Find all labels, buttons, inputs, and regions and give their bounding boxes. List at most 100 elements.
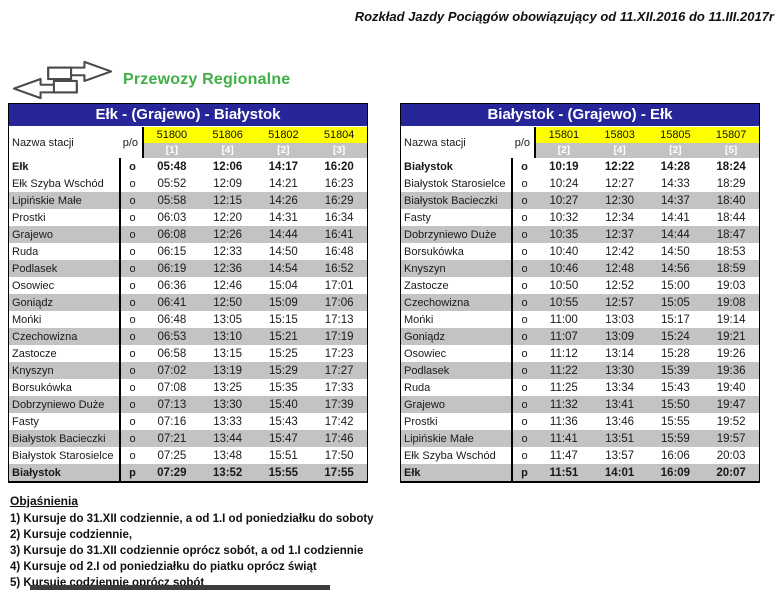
table-body: Ełk o 05:48 12:06 14:17 16:20 Ełk Szyba Wschód… <box>9 158 367 481</box>
table-row: Podlasek o 06:19 12:36 14:54 16:52 <box>9 260 367 277</box>
time-cell: 13:33 <box>213 415 243 428</box>
station-cell: Białystok Starosielce <box>9 447 121 464</box>
station-header-label: Nazwa stacji <box>404 136 466 149</box>
time-cell: 12:22 <box>604 160 635 173</box>
table-body: Białystok o 10:19 12:22 14:28 18:24 Białystok … <box>401 158 759 481</box>
time-cell: 12:26 <box>213 228 243 241</box>
table-row: Podlasek o 11:22 13:30 15:39 19:36 <box>401 362 759 379</box>
table-row: Knyszyn o 10:46 12:48 14:56 18:59 <box>401 260 759 277</box>
time-cell: 06:19 <box>157 262 187 275</box>
station-cell: Goniądz <box>401 328 513 345</box>
time-cell: 18:44 <box>716 211 746 224</box>
station-cell: Czechowizna <box>401 294 513 311</box>
time-cell: 14:41 <box>660 211 690 224</box>
time-cell: 15:21 <box>268 330 298 343</box>
footnote-ref: [2] <box>557 145 570 156</box>
bottom-edge-artifact <box>30 585 330 590</box>
time-cell: 12:34 <box>605 211 635 224</box>
station-cell: Białystok Bacieczki <box>9 430 121 447</box>
time-cell: 13:25 <box>213 381 243 394</box>
table-row: Zastocze o 06:58 13:15 15:25 17:23 <box>9 345 367 362</box>
footnote-ref: [4] <box>613 145 626 156</box>
time-cell: 18:40 <box>716 194 746 207</box>
table-row: Białystok p 07:29 13:52 15:55 17:55 <box>9 464 367 481</box>
time-cell: 11:32 <box>549 398 578 411</box>
time-cell: 12:27 <box>605 177 635 190</box>
train-number: 51806 <box>212 129 243 141</box>
time-cell: 15:59 <box>660 432 690 445</box>
footnotes-heading: Objaśnienia <box>10 494 79 508</box>
stop-type-cell: o <box>521 347 528 360</box>
time-cell: 12:42 <box>605 245 635 258</box>
time-cell: 12:36 <box>213 262 243 275</box>
station-cell: Fasty <box>401 209 513 226</box>
table-row: Ełk Szyba Wschód o 05:52 12:09 14:21 16:23 <box>9 175 367 192</box>
time-cell: 12:50 <box>213 296 243 309</box>
table-row: Goniądz o 06:41 12:50 15:09 17:06 <box>9 294 367 311</box>
footnote-item: 4) Kursuje od 2.I od poniedziałku do pia… <box>10 561 317 573</box>
time-cell: 16:29 <box>324 194 354 207</box>
time-cell: 15:40 <box>268 398 298 411</box>
time-cell: 14:44 <box>268 228 298 241</box>
time-cell: 16:09 <box>660 466 691 479</box>
train-numbers-row: 15801 15803 15805 15807 <box>536 127 759 143</box>
time-cell: 12:30 <box>605 194 635 207</box>
double-arrow-icon <box>12 60 113 100</box>
stop-type-cell: o <box>521 398 528 411</box>
station-cell: Podlasek <box>9 260 121 277</box>
time-cell: 12:48 <box>605 262 635 275</box>
time-cell: 12:20 <box>213 211 243 224</box>
time-cell: 13:44 <box>213 432 243 445</box>
station-header-label: Nazwa stacji <box>12 136 74 149</box>
footnote-ref: [1] <box>165 145 178 156</box>
table-row: Fasty o 07:16 13:33 15:43 17:42 <box>9 413 367 430</box>
time-cell: 14:56 <box>660 262 690 275</box>
time-cell: 14:26 <box>268 194 298 207</box>
stop-type-cell: o <box>129 364 136 377</box>
time-cell: 06:48 <box>157 313 187 326</box>
time-cell: 11:25 <box>549 381 578 394</box>
station-cell: Białystok <box>401 158 513 175</box>
time-cell: 13:05 <box>213 313 243 326</box>
time-cell: 19:47 <box>716 398 746 411</box>
station-cell: Ełk Szyba Wschód <box>9 175 121 192</box>
train-number: 51802 <box>268 129 299 141</box>
station-cell: Białystok <box>9 464 121 481</box>
footnote-item: 2) Kursuje codziennie, <box>10 529 133 541</box>
time-cell: 14:31 <box>268 211 298 224</box>
table-row: Prostki o 11:36 13:46 15:55 19:52 <box>401 413 759 430</box>
train-number: 15801 <box>548 129 580 141</box>
time-cell: 14:50 <box>660 245 690 258</box>
station-cell: Podlasek <box>401 362 513 379</box>
time-cell: 13:41 <box>605 398 635 411</box>
time-cell: 17:27 <box>324 364 354 377</box>
table-row: Białystok o 10:19 12:22 14:28 18:24 <box>401 158 759 175</box>
train-number: 51800 <box>156 129 188 141</box>
table-row: Czechowizna o 06:53 13:10 15:21 17:19 <box>9 328 367 345</box>
time-cell: 17:55 <box>324 466 354 479</box>
stop-type-cell: o <box>129 211 136 224</box>
station-cell: Czechowizna <box>9 328 121 345</box>
time-cell: 12:46 <box>213 279 243 292</box>
stop-type-cell: o <box>129 432 136 445</box>
footnote-ref: [5] <box>725 145 738 156</box>
table-title: Ełk - (Grajewo) - Białystok <box>9 104 367 127</box>
time-cell: 19:14 <box>716 313 746 326</box>
time-cell: 11:00 <box>549 313 578 326</box>
table-row: Borsukówka o 07:08 13:25 15:35 17:33 <box>9 379 367 396</box>
time-cell: 10:55 <box>549 296 579 309</box>
time-cell: 06:53 <box>157 330 187 343</box>
time-cell: 18:29 <box>716 177 746 190</box>
time-cell: 12:33 <box>213 245 243 258</box>
station-cell: Zastocze <box>401 277 513 294</box>
time-cell: 15:51 <box>268 449 298 462</box>
stop-type-cell: o <box>521 330 528 343</box>
table-row: Borsukówka o 10:40 12:42 14:50 18:53 <box>401 243 759 260</box>
stop-type-cell: o <box>521 160 528 173</box>
station-column-header: Nazwa stacji p/o <box>401 127 536 158</box>
time-cell: 13:34 <box>605 381 635 394</box>
time-cell: 10:27 <box>549 194 579 207</box>
time-cell: 17:19 <box>324 330 354 343</box>
table-row: Dobrzyniewo Duże o 07:13 13:30 15:40 17:39 <box>9 396 367 413</box>
stop-type-cell: o <box>521 211 528 224</box>
